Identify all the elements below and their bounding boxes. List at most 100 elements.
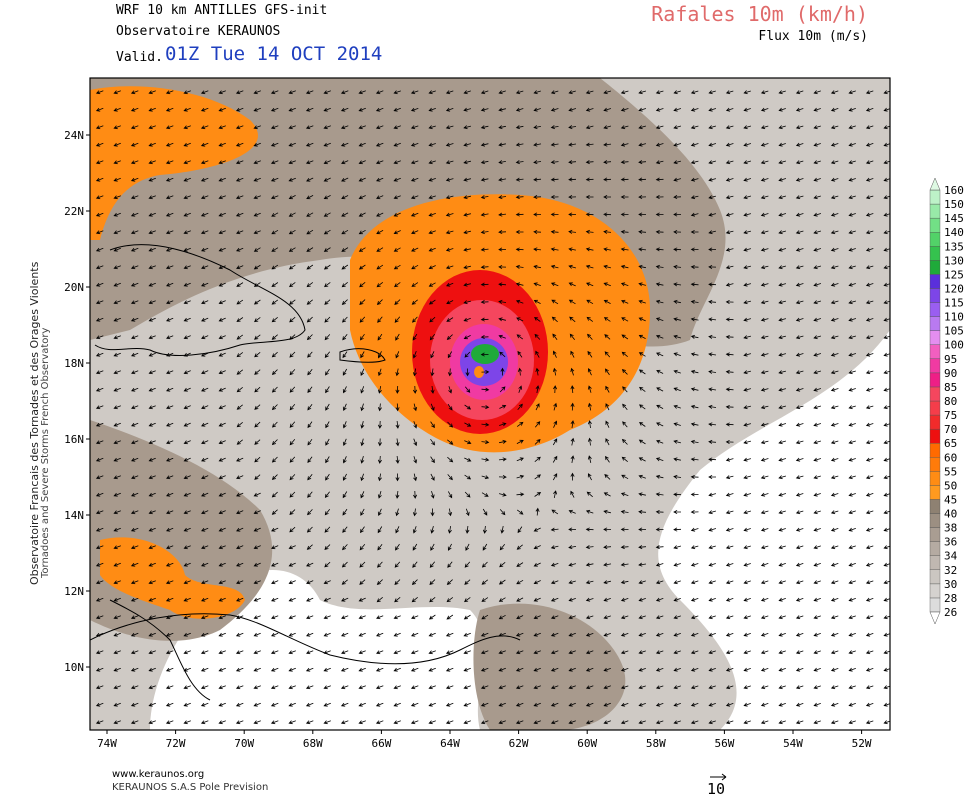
wind-arrow bbox=[830, 405, 839, 410]
wind-arrow bbox=[813, 142, 821, 147]
wind-arrow bbox=[288, 125, 296, 130]
wind-arrow bbox=[605, 438, 610, 446]
wind-arrow bbox=[865, 510, 874, 515]
wind-arrow bbox=[200, 720, 209, 725]
wind-arrow bbox=[340, 702, 349, 707]
wind-arrow bbox=[865, 265, 874, 270]
wind-arrow bbox=[830, 650, 839, 655]
wind-arrow bbox=[587, 473, 592, 481]
wind-arrow bbox=[795, 405, 804, 410]
wind-arrow bbox=[568, 632, 576, 637]
wind-arrow bbox=[236, 475, 244, 480]
wind-arrow bbox=[218, 667, 226, 672]
wind-arrow bbox=[236, 230, 244, 235]
wind-arrow bbox=[498, 474, 507, 480]
wind-arrow bbox=[183, 335, 191, 340]
wind-arrow bbox=[324, 509, 331, 516]
wind-arrow bbox=[323, 580, 331, 585]
wind-arrow bbox=[113, 335, 121, 340]
wind-arrow bbox=[412, 385, 418, 394]
wind-arrow bbox=[690, 439, 699, 444]
wind-arrow bbox=[708, 282, 717, 287]
wind-arrow bbox=[708, 247, 716, 252]
wind-arrow bbox=[620, 212, 629, 217]
wind-arrow bbox=[795, 230, 804, 235]
wind-arrow bbox=[340, 107, 349, 112]
wind-arrow bbox=[673, 685, 681, 690]
wind-arrow bbox=[638, 317, 646, 322]
wind-arrow bbox=[218, 422, 226, 427]
wind-arrow bbox=[130, 247, 139, 252]
wind-arrow bbox=[113, 667, 121, 672]
wind-arrow bbox=[813, 195, 821, 200]
wind-arrow bbox=[200, 90, 209, 95]
wind-arrow bbox=[518, 385, 523, 393]
wind-arrow bbox=[148, 440, 156, 445]
wind-arrow bbox=[130, 562, 139, 567]
wind-arrow bbox=[393, 632, 401, 637]
wind-arrow bbox=[342, 473, 347, 481]
wind-arrow bbox=[498, 282, 507, 287]
colorbar-swatch bbox=[929, 189, 941, 205]
wind-arrow bbox=[148, 405, 156, 410]
wind-arrow bbox=[289, 404, 296, 411]
wind-arrow bbox=[307, 403, 313, 411]
wind-arrow bbox=[760, 702, 769, 707]
wind-arrow bbox=[306, 247, 314, 252]
wind-arrow bbox=[673, 492, 682, 497]
wind-arrow bbox=[342, 386, 347, 394]
wind-arrow bbox=[568, 212, 577, 217]
wind-arrow bbox=[585, 702, 594, 707]
model-title: WRF 10 km ANTILLES GFS-init bbox=[116, 3, 328, 18]
wind-arrow bbox=[638, 685, 646, 690]
wind-arrow bbox=[708, 299, 717, 304]
wind-arrow bbox=[813, 597, 821, 602]
wind-arrow bbox=[377, 490, 382, 499]
wind-arrow bbox=[638, 580, 646, 585]
wind-arrow bbox=[131, 387, 139, 392]
wind-arrow bbox=[533, 247, 542, 252]
wind-arrow bbox=[324, 351, 331, 358]
wind-arrow bbox=[569, 316, 576, 323]
wind-arrow bbox=[865, 632, 874, 637]
wind-arrow bbox=[550, 107, 559, 112]
wind-arrow bbox=[148, 335, 156, 340]
wind-arrow bbox=[708, 387, 717, 392]
wind-arrow bbox=[813, 650, 821, 655]
wind-arrow bbox=[515, 667, 524, 672]
wind-arrow bbox=[813, 667, 821, 672]
wind-arrow bbox=[148, 527, 156, 532]
wind-arrow bbox=[760, 510, 769, 515]
wind-arrow bbox=[690, 527, 699, 532]
wind-arrow bbox=[165, 685, 174, 690]
wind-arrow bbox=[236, 562, 244, 567]
wind-arrow bbox=[377, 455, 382, 464]
wind-arrow bbox=[865, 422, 874, 427]
wind-arrow bbox=[200, 632, 209, 637]
wind-arrow bbox=[183, 125, 191, 130]
wind-arrow bbox=[587, 437, 592, 446]
wind-arrow bbox=[481, 440, 490, 445]
wind-arrow bbox=[865, 282, 874, 287]
wind-arrow bbox=[620, 720, 629, 725]
wind-arrow bbox=[533, 545, 541, 550]
wind-arrow bbox=[464, 561, 471, 568]
wind-arrow bbox=[95, 230, 104, 235]
wind-arrow bbox=[743, 107, 751, 112]
wind-arrow bbox=[848, 475, 856, 480]
wind-arrow bbox=[743, 352, 752, 357]
wind-arrow bbox=[743, 422, 752, 427]
wind-arrow bbox=[130, 212, 139, 217]
wind-arrow bbox=[553, 402, 558, 411]
wind-arrow bbox=[638, 125, 647, 130]
wind-arrow bbox=[235, 702, 244, 707]
wind-arrow bbox=[639, 386, 646, 392]
wind-arrow bbox=[271, 545, 279, 550]
wind-arrow bbox=[848, 702, 856, 707]
wind-arrow bbox=[725, 510, 734, 515]
wind-arrow bbox=[516, 421, 524, 427]
wind-arrow bbox=[480, 160, 489, 165]
wind-arrow bbox=[218, 352, 226, 357]
wind-arrow bbox=[183, 440, 191, 445]
wind-arrow bbox=[603, 247, 611, 252]
